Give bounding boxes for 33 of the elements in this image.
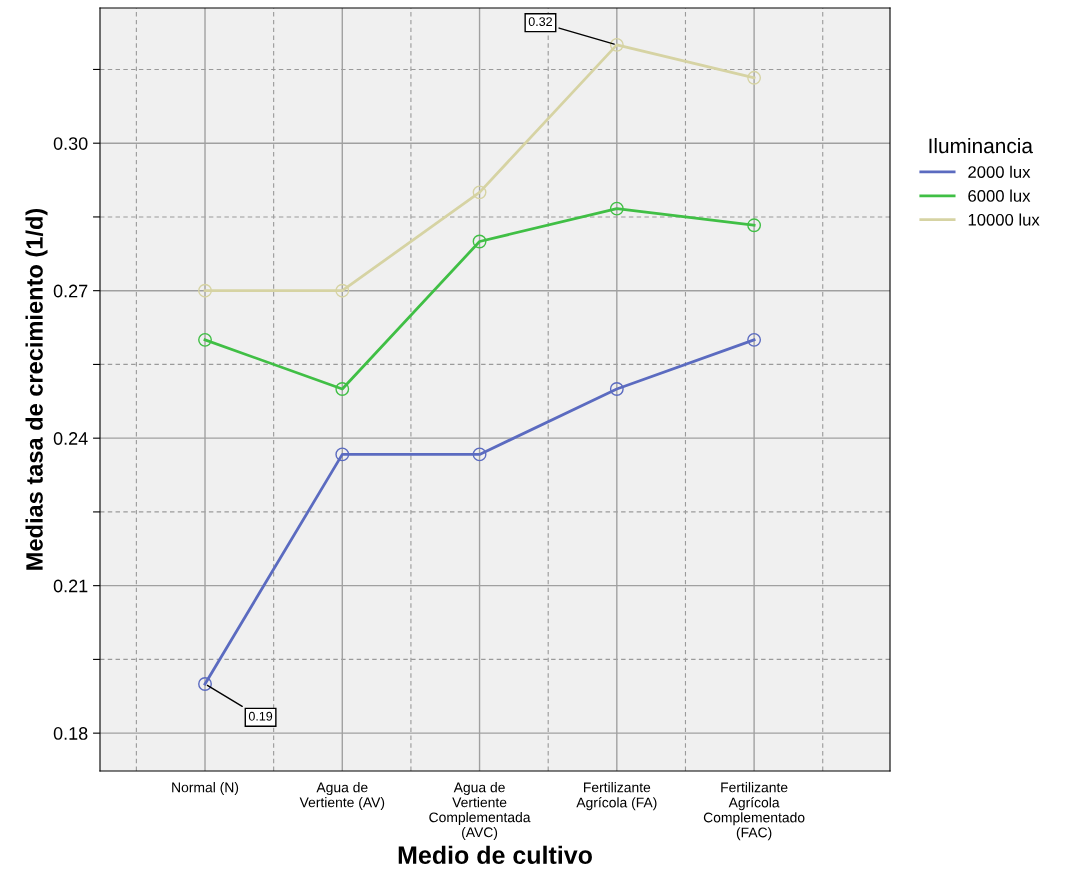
x-tick-label: Agua de Vertiente (AV): [299, 782, 385, 811]
x-axis-title: Medio de cultivo: [398, 845, 592, 865]
x-tick-label: Fertilizante Agrícola (FA): [576, 782, 657, 811]
legend-title: Iluminancia: [929, 137, 1033, 154]
point: [472, 447, 487, 462]
y-tick-label: 0.27: [53, 284, 88, 298]
x-tick-label: Normal (N): [172, 782, 239, 796]
point: [335, 447, 350, 462]
y-tick-label: 0.24: [53, 432, 88, 445]
point: [198, 677, 212, 691]
x-tick-label: Fertilizante Agrícola Complementado (FAC): [703, 782, 805, 841]
y-tick-label: 0.30: [53, 137, 88, 150]
point: [747, 218, 762, 233]
legend-label: 10000 lux: [968, 213, 1040, 226]
annotation: 0.19: [248, 711, 273, 721]
point: [609, 201, 624, 216]
point: [747, 332, 762, 347]
point: [198, 283, 212, 298]
x-tick-label: Agua de Vertiente Complementada (AVC): [429, 782, 531, 840]
point: [198, 332, 212, 347]
point: [609, 37, 624, 52]
point: [335, 283, 350, 298]
point: [609, 382, 624, 396]
point: [747, 70, 762, 85]
legend-label: 6000 lux: [968, 189, 1031, 202]
point: [335, 382, 350, 396]
y-tick-label: 0.18: [53, 727, 88, 740]
point: [472, 185, 487, 200]
legend-label: 2000 lux: [968, 165, 1031, 178]
annotation: 0.32: [528, 17, 552, 27]
point: [472, 234, 487, 249]
y-tick-label: 0.21: [53, 579, 88, 593]
y-axis-title: Medias tasa de crecimiento (1/d): [25, 208, 48, 570]
